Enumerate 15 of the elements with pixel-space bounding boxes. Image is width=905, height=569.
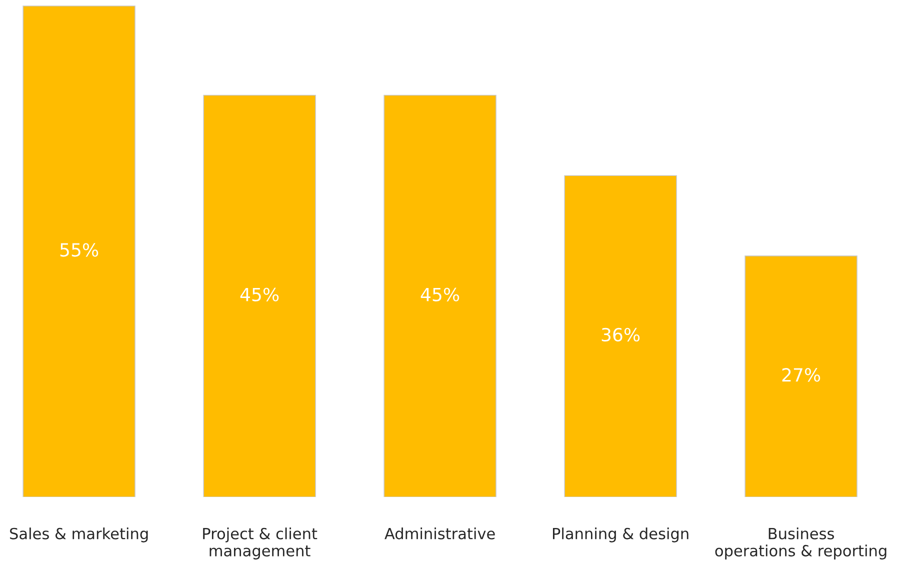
x-tick-label: Administrative [384, 528, 495, 540]
x-tick-label: Planning & design [552, 528, 688, 542]
data-label: 55% [60, 243, 98, 257]
data-label: 45% [420, 288, 460, 302]
data-label: 45% [240, 288, 279, 302]
bar [203, 94, 316, 497]
data-label: 36% [602, 328, 640, 342]
x-tick-label: Sales & marketing [10, 528, 148, 542]
bar [744, 256, 858, 497]
bar [22, 6, 136, 497]
bar [384, 94, 496, 497]
data-label: 27% [782, 368, 820, 382]
x-tick-label: Project & client management [203, 528, 318, 560]
x-tick-label: Business operations & reporting [715, 528, 886, 560]
bar [564, 175, 677, 497]
